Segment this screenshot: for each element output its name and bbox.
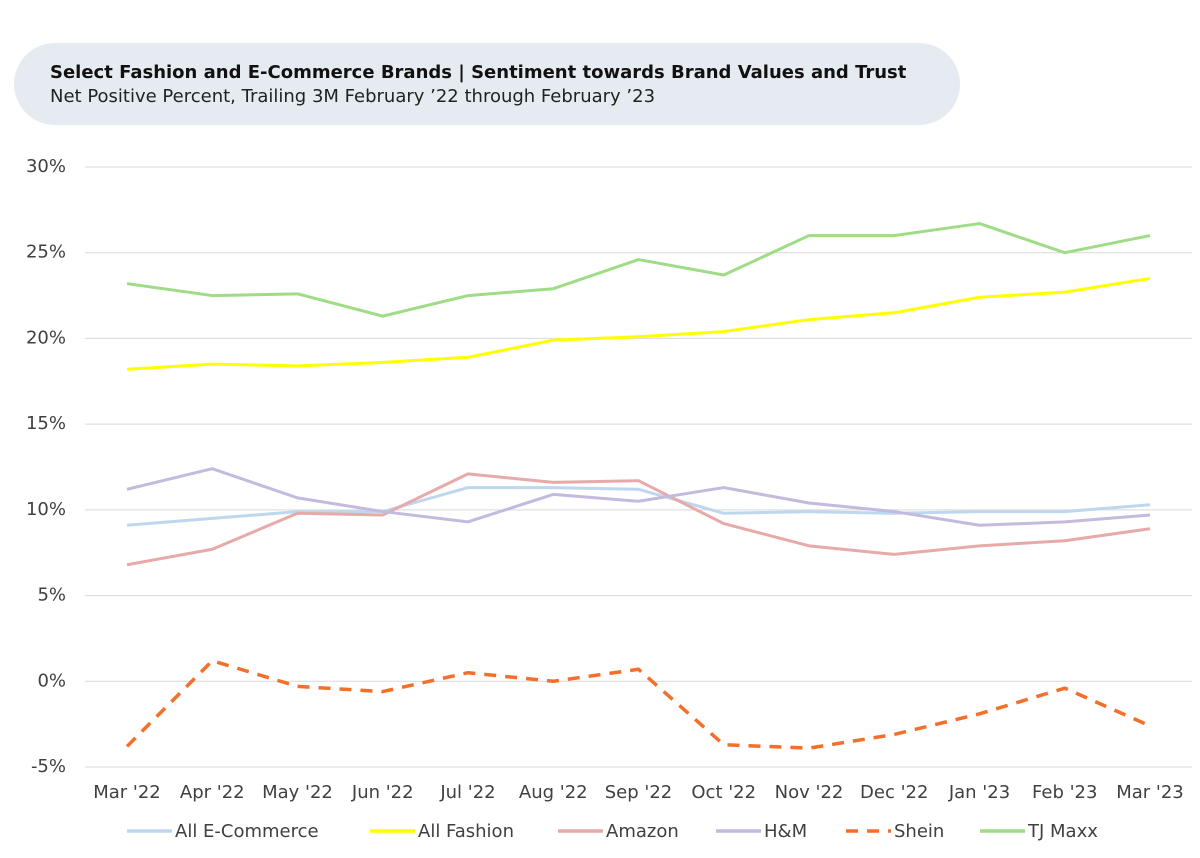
legend-label: H&M xyxy=(764,821,807,842)
title-box xyxy=(14,43,960,125)
chart-title: Select Fashion and E-Commerce Brands | S… xyxy=(50,62,907,83)
series-line xyxy=(126,467,1151,527)
series-line xyxy=(126,276,1151,371)
y-tick-label: 30% xyxy=(26,156,66,177)
x-tick-label: Sep '22 xyxy=(605,782,673,803)
y-tick-label: 0% xyxy=(37,670,66,691)
x-tick-label: May '22 xyxy=(262,782,333,803)
y-tick-label: 10% xyxy=(26,499,66,520)
x-tick-label: Jun '22 xyxy=(351,782,414,803)
legend-label: TJ Maxx xyxy=(1027,821,1098,842)
x-tick-label: Apr '22 xyxy=(180,782,245,803)
y-tick-label: 25% xyxy=(26,242,66,263)
y-tick-label: -5% xyxy=(31,756,66,777)
x-tick-label: Aug '22 xyxy=(519,782,588,803)
legend-label: Amazon xyxy=(606,821,679,842)
y-tick-label: 20% xyxy=(26,327,66,348)
y-tick-label: 5% xyxy=(37,585,66,606)
series-line xyxy=(125,658,1151,750)
series-line xyxy=(126,486,1151,527)
x-tick-label: Mar '23 xyxy=(1116,782,1184,803)
y-tick-label: 15% xyxy=(26,413,66,434)
legend-label: All Fashion xyxy=(418,821,514,842)
x-tick-label: Jan '23 xyxy=(948,782,1010,803)
x-tick-label: Dec '22 xyxy=(860,782,928,803)
x-tick-label: Feb '23 xyxy=(1032,782,1097,803)
x-tick-label: Oct '22 xyxy=(691,782,756,803)
x-tick-label: Nov '22 xyxy=(775,782,844,803)
series-line xyxy=(126,222,1151,318)
legend-label: All E-Commerce xyxy=(175,821,319,842)
chart-subtitle: Net Positive Percent, Trailing 3M Februa… xyxy=(50,86,655,107)
x-tick-label: Mar '22 xyxy=(93,782,161,803)
x-tick-label: Jul '22 xyxy=(439,782,495,803)
series-line xyxy=(126,472,1151,567)
legend-label: Shein xyxy=(894,821,944,842)
